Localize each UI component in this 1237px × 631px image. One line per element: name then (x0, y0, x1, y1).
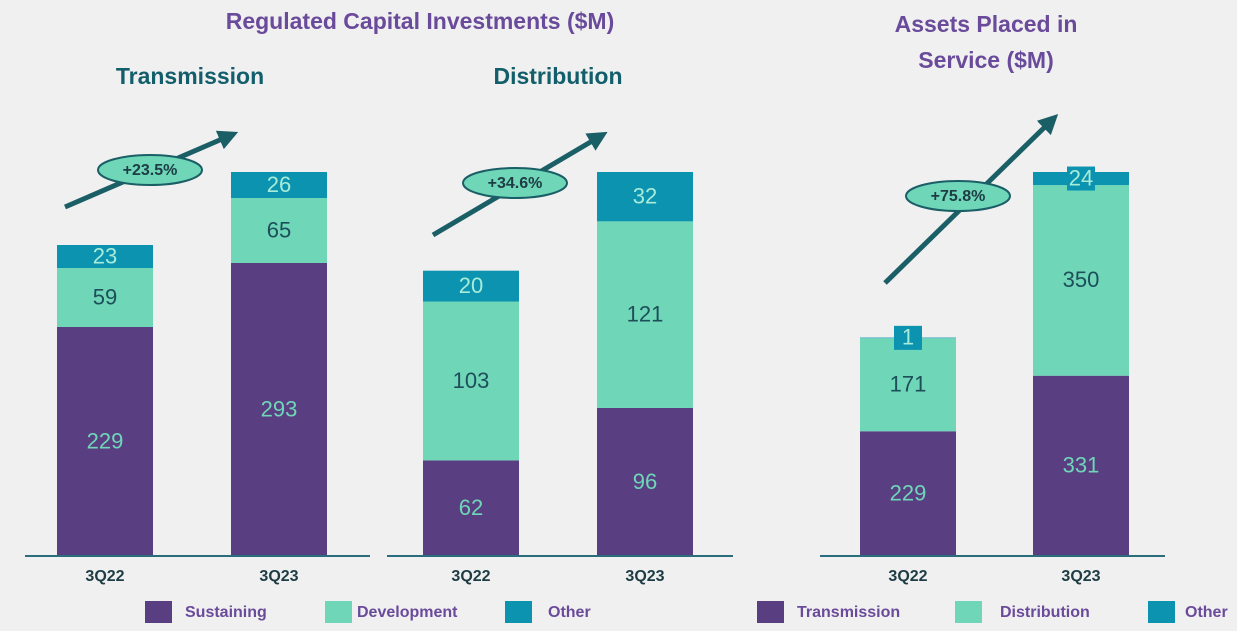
value-label: 331 (1063, 453, 1100, 478)
x-tick-label: 3Q22 (85, 568, 124, 585)
bar-segment (1033, 185, 1129, 376)
value-label: 65 (267, 217, 291, 242)
value-label: 229 (890, 480, 927, 505)
legend-label: Other (548, 604, 591, 621)
value-label: 103 (453, 368, 490, 393)
legend-swatch (145, 601, 172, 623)
value-label: 59 (93, 284, 117, 309)
x-tick-label: 3Q22 (888, 568, 927, 585)
annotation-bubble (97, 154, 203, 186)
value-label: 350 (1063, 267, 1100, 292)
value-label: 121 (627, 301, 664, 326)
legend-label: Distribution (1000, 604, 1090, 621)
legend-swatch (955, 601, 982, 623)
legend-swatch (505, 601, 532, 623)
bar-segment (1033, 375, 1129, 556)
x-tick-label: 3Q23 (1061, 568, 1100, 585)
bar-segment (423, 301, 519, 461)
legend-label: Transmission (797, 604, 900, 621)
bar-segment (860, 431, 956, 556)
annotation-bubble (462, 167, 568, 199)
chart-title: Assets Placed in Service ($M) (894, 11, 1078, 73)
value-label: 171 (890, 372, 927, 397)
x-tick-label: 3Q23 (625, 568, 664, 585)
bar-segment (57, 245, 153, 268)
bar-segment (860, 338, 956, 432)
legend-swatch (757, 601, 784, 623)
chart-title: Transmission (115, 63, 265, 89)
x-tick-label: 3Q22 (451, 568, 490, 585)
bar-segment (231, 172, 327, 198)
bar-segment (231, 263, 327, 556)
value-label: 24 (1069, 165, 1093, 190)
legend-swatch (325, 601, 352, 623)
value-label: 26 (267, 172, 291, 197)
group-title: Regulated Capital Investments ($M) (225, 8, 615, 34)
bar-segment (423, 270, 519, 302)
legend-label: Development (357, 604, 458, 621)
legend-label: Other (1185, 604, 1228, 621)
chart-title: Distribution (493, 63, 623, 89)
value-label: 229 (87, 428, 124, 453)
bar-segment (423, 460, 519, 556)
value-label: 293 (261, 396, 298, 421)
legend-label: Sustaining (185, 604, 267, 621)
value-label: 20 (459, 273, 483, 298)
value-label: 1 (902, 325, 914, 350)
bar-segment (231, 198, 327, 263)
annotation: +34.6% (488, 175, 543, 192)
x-tick-label: 3Q23 (259, 568, 298, 585)
bar-segment (597, 407, 693, 556)
value-label: 23 (93, 243, 117, 268)
annotation: +75.8% (931, 188, 986, 205)
annotation-bubble (905, 180, 1011, 212)
bar-segment (597, 221, 693, 408)
value-label: 96 (633, 469, 657, 494)
value-label-bg (894, 325, 922, 350)
annotation: +23.5% (123, 162, 178, 179)
value-label: 62 (459, 495, 483, 520)
value-label: 32 (633, 183, 657, 208)
value-label-bg (1067, 166, 1095, 191)
bar-segment (57, 268, 153, 327)
bar-segment (597, 172, 693, 222)
bar-segment (57, 327, 153, 556)
legend-swatch (1148, 601, 1175, 623)
